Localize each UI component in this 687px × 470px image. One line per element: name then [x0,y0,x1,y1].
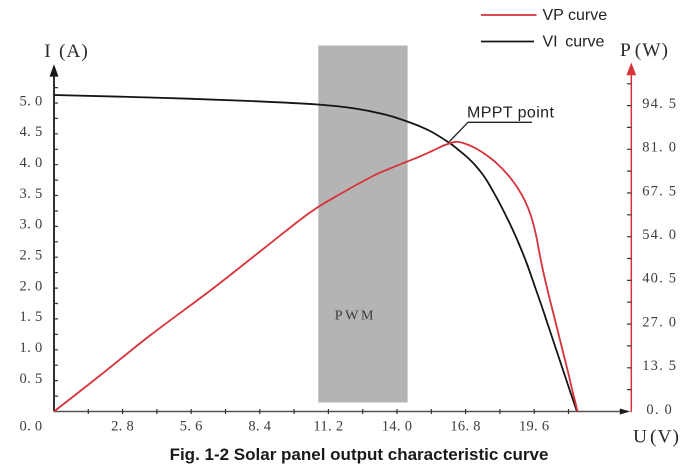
svg-text:11. 2: 11. 2 [313,419,343,435]
svg-text:5. 6: 5. 6 [180,419,203,435]
svg-text:0. 0: 0. 0 [20,419,43,435]
svg-text:14. 0: 14. 0 [382,419,413,435]
svg-text:1. 5: 1. 5 [20,309,43,325]
svg-text:U(V): U (V) [633,426,680,447]
svg-text:8. 4: 8. 4 [248,419,271,435]
svg-text:54. 0: 54. 0 [642,227,677,243]
svg-text:3. 5: 3. 5 [20,186,43,202]
svg-text:MPPT point: MPPT point [467,105,554,122]
svg-text:I(A): I (A) [44,41,89,62]
svg-text:19. 6: 19. 6 [519,419,550,435]
svg-text:VI curve: VI curve [543,34,605,51]
svg-text:1. 0: 1. 0 [20,340,43,356]
svg-text:0. 5: 0. 5 [20,371,43,387]
svg-text:3. 0: 3. 0 [20,217,43,233]
svg-text:2. 8: 2. 8 [111,419,134,435]
svg-text:16. 8: 16. 8 [450,419,481,435]
svg-text:2. 5: 2. 5 [20,248,43,264]
svg-text:13. 5: 13. 5 [642,358,677,374]
svg-text:P(W): P (W) [620,40,669,61]
svg-text:94. 5: 94. 5 [642,96,677,112]
svg-text:PWM: PWM [335,309,376,324]
svg-text:0. 0: 0. 0 [646,402,673,418]
svg-text:4. 5: 4. 5 [20,124,43,140]
svg-text:81. 0: 81. 0 [642,140,677,156]
svg-text:VP curve: VP curve [543,7,608,24]
svg-text:Fig. 1-2 Solar panel output ch: Fig. 1-2 Solar panel output characterist… [170,445,549,464]
svg-text:5. 0: 5. 0 [20,93,43,109]
svg-text:2. 0: 2. 0 [20,278,43,294]
svg-text:27. 0: 27. 0 [642,314,677,330]
svg-text:4. 0: 4. 0 [20,155,43,171]
svg-text:40. 5: 40. 5 [642,271,677,287]
svg-text:67. 5: 67. 5 [642,183,677,199]
